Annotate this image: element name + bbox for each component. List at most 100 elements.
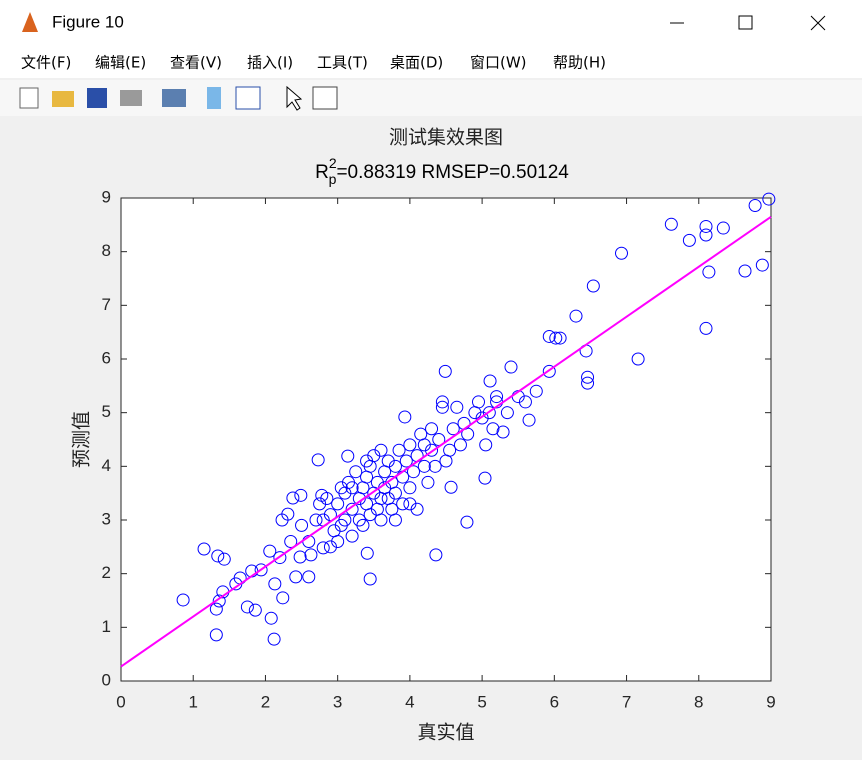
scatter-point — [254, 563, 268, 577]
close-button[interactable] — [810, 15, 826, 31]
link-icon[interactable] — [162, 89, 186, 107]
y-tick-label: 4 — [102, 456, 111, 475]
scatter-point — [374, 513, 388, 527]
scatter-point — [316, 541, 330, 555]
scatter-point — [699, 228, 713, 242]
scatter-point — [388, 459, 402, 473]
menu-item[interactable]: 文件(F) — [21, 54, 71, 72]
scatter-point — [345, 481, 359, 495]
scatter-point — [304, 548, 318, 562]
window-title: Figure 10 — [52, 12, 124, 31]
pointer-icon[interactable] — [286, 85, 303, 111]
menu-item[interactable]: 编辑(E) — [95, 54, 146, 72]
scatter-point — [281, 507, 295, 521]
chart-title: 测试集效果图 — [389, 127, 503, 149]
scatter-point — [486, 422, 500, 436]
scatter-point — [755, 258, 769, 272]
x-tick-label: 8 — [694, 692, 703, 711]
scatter-point — [388, 513, 402, 527]
scatter-point — [338, 513, 352, 527]
save-icon[interactable] — [87, 88, 107, 108]
scatter-point — [341, 449, 355, 463]
scatter-point — [429, 548, 443, 562]
y-tick-label: 5 — [102, 402, 111, 421]
x-tick-label: 3 — [333, 692, 342, 711]
scatter-point — [212, 594, 226, 608]
scatter-point — [762, 192, 776, 206]
legend-icon[interactable] — [235, 86, 261, 110]
scatter-point — [421, 475, 435, 489]
scatter-point — [267, 632, 281, 646]
scatter-point — [483, 374, 497, 388]
scatter-point — [569, 309, 583, 323]
x-tick-label: 4 — [405, 692, 414, 711]
menu-item[interactable]: 插入(I) — [247, 54, 293, 72]
scatter-point — [381, 454, 395, 468]
scatter-point — [738, 264, 752, 278]
scatter-point — [425, 443, 439, 457]
scatter-point — [417, 459, 431, 473]
scatter-point — [197, 542, 211, 556]
y-tick-label: 1 — [102, 617, 111, 636]
scatter-point — [388, 486, 402, 500]
scatter-point — [211, 549, 225, 563]
scatter-point — [284, 534, 298, 548]
x-axis-label: 真实值 — [417, 722, 474, 744]
scatter-point — [248, 603, 262, 617]
x-tick-label: 7 — [622, 692, 631, 711]
maximize-button[interactable] — [738, 15, 753, 30]
print-icon[interactable] — [120, 90, 142, 106]
subtitle-base: R — [315, 162, 329, 183]
subtitle-text: =0.88319 RMSEP=0.50124 — [336, 162, 569, 183]
scatter-point — [276, 591, 290, 605]
scatter-point — [444, 480, 458, 494]
scatter-point — [446, 422, 460, 436]
scatter-point — [500, 406, 514, 420]
title-bar — [0, 0, 862, 46]
y-tick-label: 0 — [102, 670, 111, 689]
menu-item[interactable]: 帮助(H) — [553, 54, 606, 72]
property-icon[interactable] — [312, 86, 338, 110]
x-tick-label: 2 — [261, 692, 270, 711]
new-icon[interactable] — [19, 87, 39, 109]
scatter-point — [428, 459, 442, 473]
subtitle-sup: 2 — [329, 155, 337, 171]
y-tick-label: 8 — [102, 241, 111, 260]
scatter-point — [438, 364, 452, 378]
y-tick-label: 9 — [102, 187, 111, 206]
scatter-point — [209, 602, 223, 616]
scatter-point — [522, 413, 536, 427]
scatter-point — [615, 246, 628, 260]
menu-item[interactable]: 窗口(W) — [470, 54, 527, 72]
x-tick-label: 0 — [116, 692, 125, 711]
scatter-point — [407, 465, 420, 479]
scatter-point — [334, 481, 348, 495]
scatter-point — [374, 492, 388, 506]
plot-area — [121, 198, 771, 681]
y-tick-label: 6 — [102, 348, 111, 367]
scatter-point — [309, 513, 323, 527]
scatter-point — [313, 497, 327, 511]
scatter-point — [331, 534, 345, 548]
scatter-point — [392, 443, 406, 457]
scatter-point — [311, 453, 325, 467]
x-tick-label: 9 — [766, 692, 775, 711]
toolbar — [0, 80, 862, 116]
scatter-point — [209, 628, 223, 642]
open-icon[interactable] — [52, 91, 74, 107]
x-tick-label: 6 — [550, 692, 559, 711]
x-tick-label: 5 — [477, 692, 486, 711]
scatter-point — [472, 395, 485, 409]
scatter-point — [518, 395, 532, 409]
scatter-point — [542, 364, 556, 378]
menu-bar — [0, 46, 862, 78]
menu-item[interactable]: 桌面(D) — [390, 54, 443, 72]
colorbar-icon[interactable] — [207, 87, 221, 109]
scatter-point — [542, 329, 556, 343]
scatter-point — [425, 422, 439, 436]
menu-item[interactable]: 工具(T) — [317, 54, 368, 72]
scatter-point — [293, 550, 307, 564]
scatter-point — [748, 199, 762, 213]
menu-item[interactable]: 查看(V) — [170, 54, 222, 72]
